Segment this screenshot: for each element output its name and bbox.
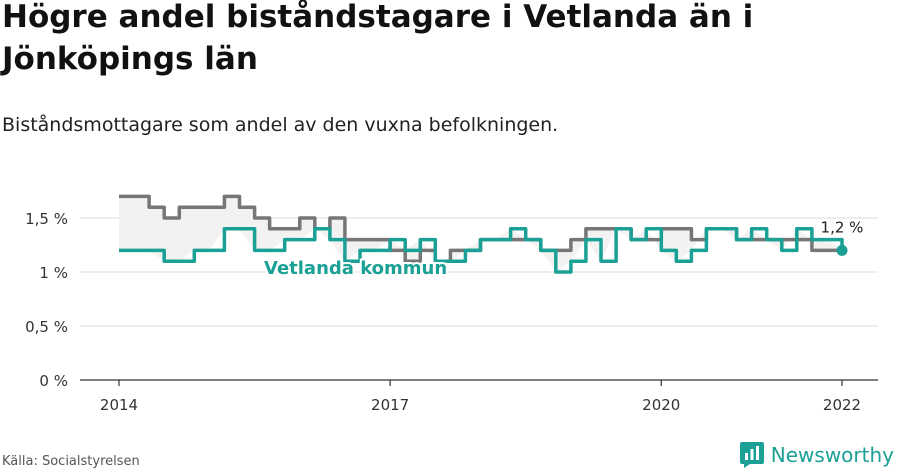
newsworthy-logo-icon xyxy=(739,442,764,468)
x-tick-label: 2017 xyxy=(371,396,409,414)
chart-subtitle: Biståndsmottagare som andel av den vuxna… xyxy=(2,114,559,136)
municipality-series-line xyxy=(119,227,844,274)
end-point-marker xyxy=(836,244,848,256)
y-tick-label: 0 % xyxy=(39,372,68,390)
source-note: Källa: Socialstyrelsen xyxy=(2,454,140,469)
line-chart: 0 % 0,5 % 1 % 1,5 % 2014 2017 2020 2022 Vetlanda… xyxy=(25,194,878,414)
x-tick-label: 2014 xyxy=(100,396,138,414)
municipality-series-label: Vetlanda kommun xyxy=(264,258,447,279)
end-value-label: 1,2 % xyxy=(821,218,864,236)
difference-area xyxy=(119,196,842,272)
chart-title: Högre andel biståndstagare i Vetlanda än… xyxy=(2,0,754,77)
y-tick-label: 1 % xyxy=(39,264,68,282)
brand-name: Newsworthy xyxy=(770,443,894,467)
y-tick-label: 0,5 % xyxy=(25,318,68,336)
y-tick-label: 1,5 % xyxy=(25,210,68,228)
x-tick-label: 2022 xyxy=(823,396,861,414)
brand[interactable]: Newsworthy xyxy=(739,441,894,469)
x-tick-label: 2020 xyxy=(642,396,680,414)
